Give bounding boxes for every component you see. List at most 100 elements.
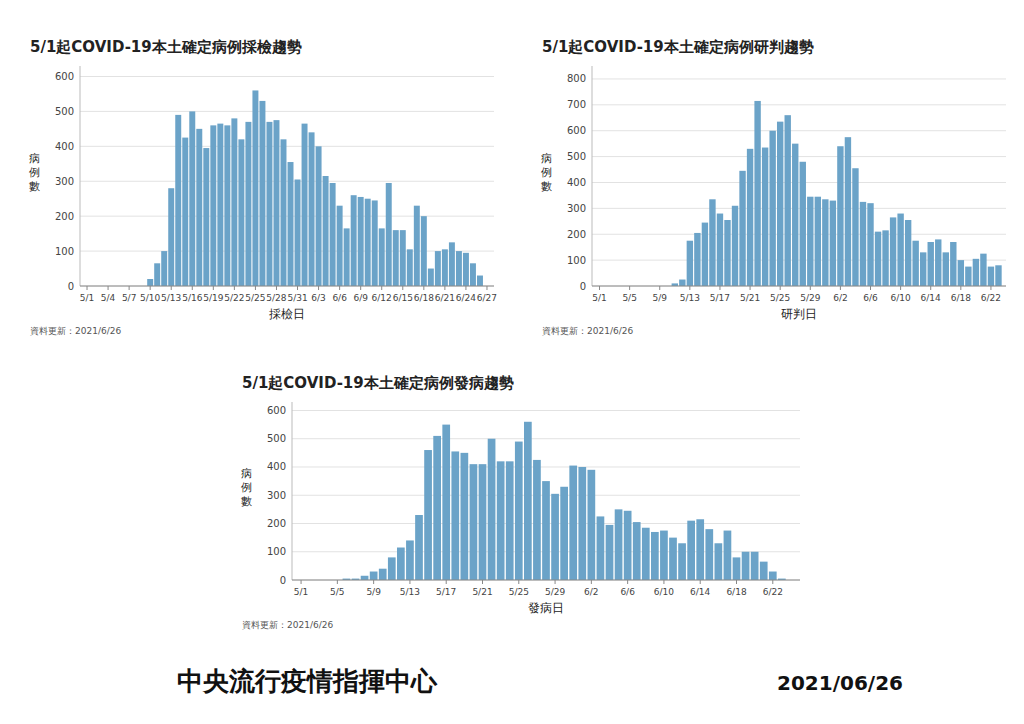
bar [633, 522, 641, 580]
x-tick-label: 6/22 [763, 587, 783, 597]
chart: 5/1起COVID-19本土確定病例採檢趨勢010020030040050060… [29, 38, 498, 336]
bars [343, 422, 786, 580]
grid-line [292, 580, 800, 581]
bar [542, 481, 550, 580]
bar [463, 253, 469, 286]
x-tick [750, 286, 751, 290]
x-tick [591, 580, 592, 584]
grid-line [80, 286, 494, 287]
x-tick-label: 5/29 [545, 587, 565, 597]
bar [470, 263, 476, 286]
bar [988, 267, 994, 286]
bar [709, 199, 715, 286]
grid-line [592, 286, 1006, 287]
bar [807, 197, 813, 286]
figure: 5/1起COVID-19本土確定病例採檢趨勢010020030040050060… [0, 0, 1024, 724]
bar [597, 516, 605, 580]
grid-line [80, 111, 494, 112]
bar [679, 280, 685, 286]
bar [551, 494, 559, 580]
bar [161, 251, 167, 286]
x-tick [719, 286, 720, 290]
bar [182, 138, 188, 286]
x-tick-label: 5/5 [622, 293, 636, 303]
bar [860, 202, 866, 286]
bar [415, 515, 423, 580]
bar [687, 241, 693, 286]
x-tick [373, 580, 374, 584]
x-tick-label: 5/25 [245, 293, 265, 303]
bar [733, 557, 741, 580]
x-tick-label: 6/2 [833, 293, 847, 303]
bar [506, 461, 514, 580]
x-tick [840, 286, 841, 290]
x-tick [700, 580, 701, 584]
x-tick [900, 286, 901, 290]
bar [168, 188, 174, 286]
bar [524, 422, 532, 580]
y-tick-label: 500 [55, 106, 74, 117]
x-tick-label: 5/17 [710, 293, 730, 303]
y-axis-label: 病例數 [241, 467, 252, 508]
y-axis-label: 病例數 [29, 152, 40, 193]
x-tick-label: 6/22 [981, 293, 1001, 303]
x-tick [171, 286, 172, 290]
bar [669, 538, 677, 580]
x-tick-label: 5/31 [287, 293, 307, 303]
x-tick-label: 6/2 [584, 587, 598, 597]
bar [281, 139, 287, 286]
x-tick-label: 5/13 [400, 587, 420, 597]
y-tick-label: 300 [55, 176, 74, 187]
bar [406, 540, 414, 580]
bar [435, 251, 441, 286]
x-tick-label: 5/29 [800, 293, 820, 303]
chart-title: 5/1起COVID-19本土確定病例研判趨勢 [542, 38, 814, 56]
x-axis-label: 研判日 [781, 307, 817, 321]
chart: 5/1起COVID-19本土確定病例研判趨勢010020030040050060… [541, 38, 1007, 336]
y-tick-label: 200 [55, 211, 74, 222]
x-tick [482, 580, 483, 584]
x-tick [423, 286, 424, 290]
y-tick-label: 700 [567, 99, 586, 110]
grid-line [292, 438, 800, 439]
bar [694, 233, 700, 286]
bar [252, 90, 258, 286]
grid-line [592, 78, 1006, 79]
y-tick-label: 200 [567, 229, 586, 240]
y-tick-label: 600 [567, 125, 586, 136]
x-tick [360, 286, 361, 290]
x-tick-label: 6/15 [393, 293, 413, 303]
bar [724, 220, 730, 286]
bar [217, 124, 223, 286]
x-tick [297, 286, 298, 290]
x-tick-label: 5/5 [330, 587, 344, 597]
x-axis-line [80, 286, 494, 287]
x-tick [870, 286, 871, 290]
bar [747, 149, 753, 286]
bar [624, 511, 632, 580]
x-tick-label: 5/9 [653, 293, 668, 303]
x-tick-label: 6/18 [951, 293, 971, 303]
x-tick [465, 286, 466, 290]
x-tick [87, 286, 88, 290]
x-tick-label: 5/17 [436, 587, 456, 597]
x-tick-label: 6/12 [372, 293, 392, 303]
bar [316, 146, 322, 286]
bar [606, 525, 614, 580]
bar [358, 197, 364, 286]
bar [259, 101, 265, 286]
annotation: 資料更新：2021/6/26 [542, 326, 633, 336]
bar [442, 249, 448, 286]
bar [875, 232, 881, 286]
bar [407, 249, 413, 286]
bar [451, 451, 459, 580]
bar [696, 519, 704, 580]
x-tick-label: 6/10 [654, 587, 674, 597]
x-tick-label: 5/25 [770, 293, 790, 303]
x-tick-label: 5/21 [740, 293, 760, 303]
bars [672, 101, 1002, 286]
x-tick [234, 286, 235, 290]
y-tick-label: 400 [267, 461, 286, 472]
grid-line [292, 410, 800, 411]
bar [935, 239, 941, 286]
